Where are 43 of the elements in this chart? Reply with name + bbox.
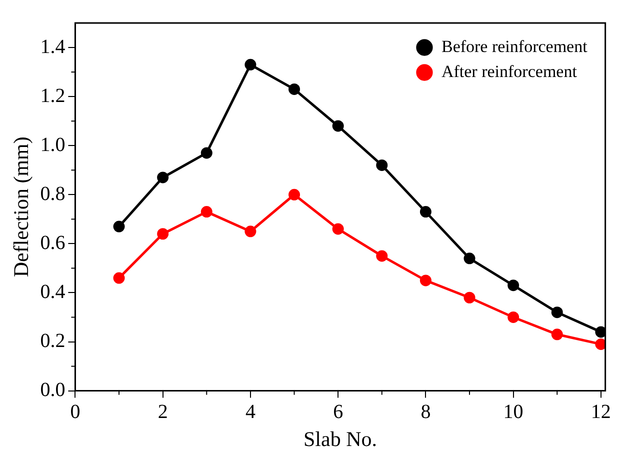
point bbox=[113, 220, 125, 232]
y-tick-label: 0.0 bbox=[40, 379, 66, 402]
legend-label: Before reinforcement bbox=[441, 36, 588, 56]
y-axis-title: Deflection (mm) bbox=[9, 136, 34, 278]
x-tick-label: 6 bbox=[333, 401, 344, 424]
x-tick-label: 4 bbox=[245, 401, 256, 424]
point bbox=[244, 58, 256, 70]
point bbox=[551, 328, 563, 340]
y-tick-label: 0.2 bbox=[40, 330, 66, 352]
point bbox=[551, 306, 563, 318]
x-tick-label: 8 bbox=[420, 401, 431, 424]
x-tick-label: 10 bbox=[503, 401, 524, 424]
point bbox=[595, 338, 606, 350]
point bbox=[464, 292, 476, 304]
y-tick-label: 1.2 bbox=[40, 84, 66, 107]
y-tick-label: 0.4 bbox=[40, 280, 66, 303]
y-tick-label: 1.4 bbox=[40, 36, 66, 58]
x-tick-label: 0 bbox=[70, 401, 80, 424]
point bbox=[200, 206, 212, 218]
point bbox=[420, 206, 432, 218]
point bbox=[595, 326, 606, 338]
y-tick-label: 0.6 bbox=[40, 232, 66, 254]
point bbox=[376, 159, 388, 171]
point bbox=[244, 226, 256, 238]
point bbox=[200, 147, 212, 159]
x-tick-label: 2 bbox=[158, 401, 168, 424]
point bbox=[376, 250, 388, 262]
point bbox=[508, 311, 520, 323]
y-tick-label: 0.8 bbox=[40, 182, 66, 205]
y-tick-label: 1.0 bbox=[40, 134, 66, 156]
point bbox=[157, 228, 169, 240]
point bbox=[508, 280, 520, 292]
point bbox=[288, 188, 300, 200]
x-axis-title: Slab No. bbox=[304, 426, 378, 451]
point bbox=[332, 223, 344, 235]
point bbox=[332, 120, 344, 132]
point bbox=[464, 252, 476, 264]
point bbox=[113, 272, 125, 284]
point bbox=[420, 274, 432, 286]
point bbox=[157, 172, 169, 184]
legend-label: After reinforcement bbox=[441, 62, 578, 81]
x-tick-label: 12 bbox=[590, 401, 611, 424]
point bbox=[288, 83, 300, 95]
